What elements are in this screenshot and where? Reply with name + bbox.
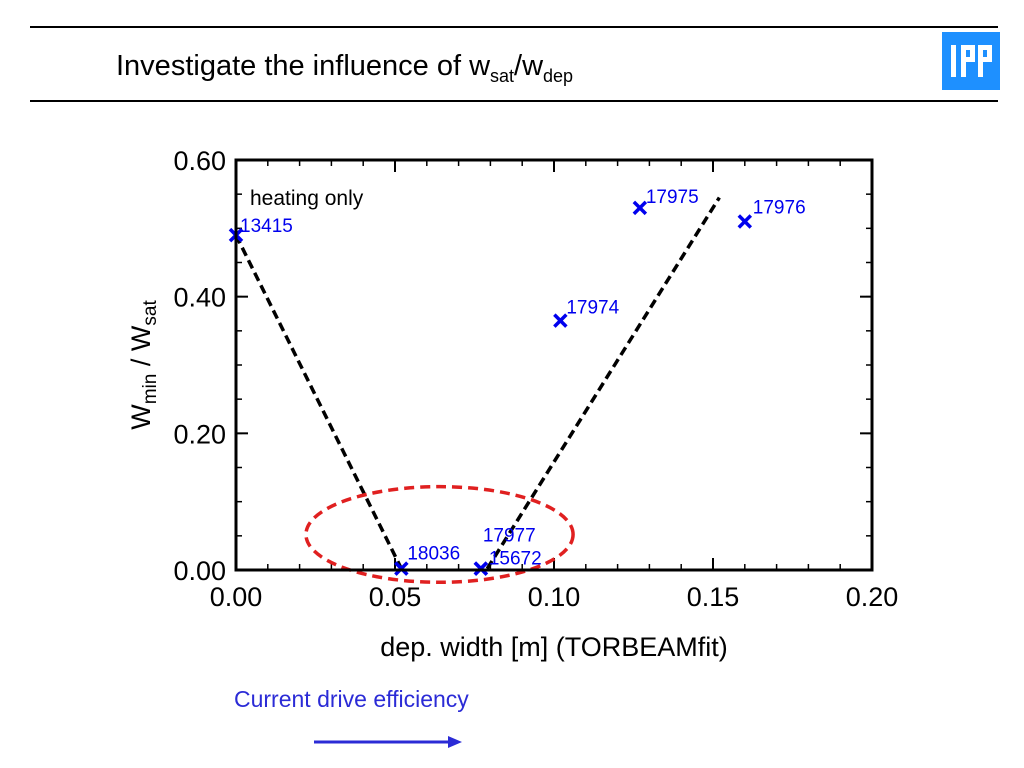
- y-axis-title: Wmin / Wsat: [126, 300, 161, 430]
- data-point-label: 17975: [646, 187, 699, 208]
- data-point-label: 17974: [566, 298, 619, 319]
- header-rule-bottom: [30, 100, 998, 102]
- slide-title-slash: /w: [514, 50, 544, 82]
- data-points: [228, 200, 753, 576]
- data-point-marker-b: [632, 200, 648, 216]
- x-tick-label: 0.00: [210, 582, 263, 612]
- highlight-group: [304, 484, 575, 585]
- right-arrow-icon: [314, 736, 462, 748]
- data-point-label: 17977: [483, 526, 536, 547]
- data-point-label: 18036: [407, 544, 460, 565]
- ipp-logo-letter-i: [951, 45, 956, 77]
- data-point-label: 15672: [489, 549, 542, 570]
- data-point-label: 17976: [753, 198, 806, 219]
- trend-lines: [234, 196, 721, 570]
- ipp-logo-letter-p1: [961, 45, 975, 77]
- x-axis-title: dep. width [m] (TORBEAMfit): [380, 632, 728, 662]
- y-axis-title-w: W: [126, 404, 156, 430]
- ipp-logo: [942, 32, 1000, 90]
- y-axis-title-slash-w: / W: [126, 325, 156, 374]
- arrow-head: [448, 736, 462, 748]
- y-axis-title-sub-sat: sat: [140, 300, 161, 326]
- x-tick-label: 0.10: [528, 582, 581, 612]
- slide-title-subscript-dep: dep: [543, 66, 574, 86]
- y-tick-label: 0.40: [173, 283, 226, 313]
- data-point-label: 13415: [240, 216, 293, 237]
- trend-line: [234, 234, 403, 570]
- data-point: [632, 200, 648, 216]
- y-tick-label: 0.20: [173, 419, 226, 449]
- tick-marks: 0.00 0.05 0.10 0.15 0.20 0.00 0.20 0.40 0.60: [173, 146, 898, 612]
- data-point-marker-b: [737, 214, 753, 229]
- ipp-logo-letter-p2: [978, 45, 992, 77]
- trend-line: [485, 196, 721, 570]
- slide-title: Investigate the influence of wsat/wdep: [116, 50, 573, 87]
- x-tick-label: 0.15: [687, 582, 740, 612]
- data-point-marker-b: [553, 313, 568, 328]
- x-tick-label: 0.05: [369, 582, 422, 612]
- slide-title-main: Investigate the influence of w: [116, 50, 491, 82]
- y-tick-label: 0.60: [173, 146, 226, 176]
- slide-title-subscript-sat: sat: [490, 66, 515, 86]
- header-rule-top: [30, 26, 998, 28]
- data-point: [737, 214, 753, 229]
- y-axis-title-sub-min: min: [140, 374, 161, 405]
- annotation-heating-only: heating only: [250, 187, 364, 210]
- data-point: [553, 313, 568, 328]
- plot-frame: [234, 158, 874, 572]
- footer-caption: Current drive efficiency: [234, 686, 469, 712]
- highlight-ellipse: [304, 484, 575, 585]
- y-tick-label: 0.00: [173, 556, 226, 586]
- x-tick-label: 0.20: [846, 582, 899, 612]
